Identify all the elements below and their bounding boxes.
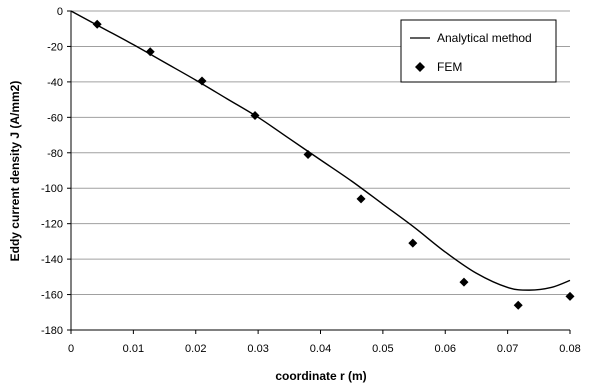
fem-point — [303, 150, 313, 160]
x-tick-label: 0.05 — [372, 343, 393, 355]
y-tick-label: -180 — [41, 325, 63, 337]
x-tick-label: 0.06 — [435, 343, 456, 355]
x-tick-label: 0 — [68, 343, 74, 355]
fem-point — [459, 277, 469, 287]
y-tick-label: -160 — [41, 290, 63, 302]
y-tick-label: -60 — [47, 112, 63, 124]
y-tick-label: -80 — [47, 148, 63, 160]
fem-point — [92, 19, 102, 29]
y-tick-label: -40 — [47, 77, 63, 89]
x-tick-label: 0.03 — [247, 343, 268, 355]
fem-point — [250, 111, 260, 121]
fem-point — [197, 76, 207, 86]
x-tick-label: 0.04 — [310, 343, 331, 355]
fem-point — [145, 47, 155, 57]
legend-box — [400, 19, 557, 83]
series-group — [70, 10, 575, 310]
x-tick-label: 0.07 — [497, 343, 518, 355]
y-tick-label: -100 — [41, 183, 63, 195]
legend-diamond-swatch — [415, 62, 425, 72]
x-tick-label: 0.01 — [123, 343, 144, 355]
fem-point — [408, 238, 418, 248]
analytical-method-line — [70, 10, 571, 291]
y-axis-title: Eddy current density J (A/mm2) — [8, 81, 22, 262]
x-tick-label: 0.08 — [559, 343, 580, 355]
y-tick-label: 0 — [57, 6, 63, 18]
fem-point — [356, 194, 366, 204]
axes: 0 -20 -40 -60 -80 -100 -120 -140 -160 -180 0 0.01 0.… — [41, 6, 581, 355]
y-tick-label: -120 — [41, 219, 63, 231]
legend: Analytical method FEM — [400, 19, 557, 83]
fem-point — [565, 291, 575, 301]
x-tick-label: 0.02 — [185, 343, 206, 355]
legend-label-fem: FEM — [437, 60, 462, 74]
y-tick-label: -140 — [41, 254, 63, 266]
grid — [71, 10, 570, 296]
x-axis-title: coordinate r (m) — [275, 369, 366, 383]
legend-label-analytical: Analytical method — [437, 31, 532, 45]
fem-point — [513, 300, 523, 310]
y-tick-label: -20 — [47, 41, 63, 53]
